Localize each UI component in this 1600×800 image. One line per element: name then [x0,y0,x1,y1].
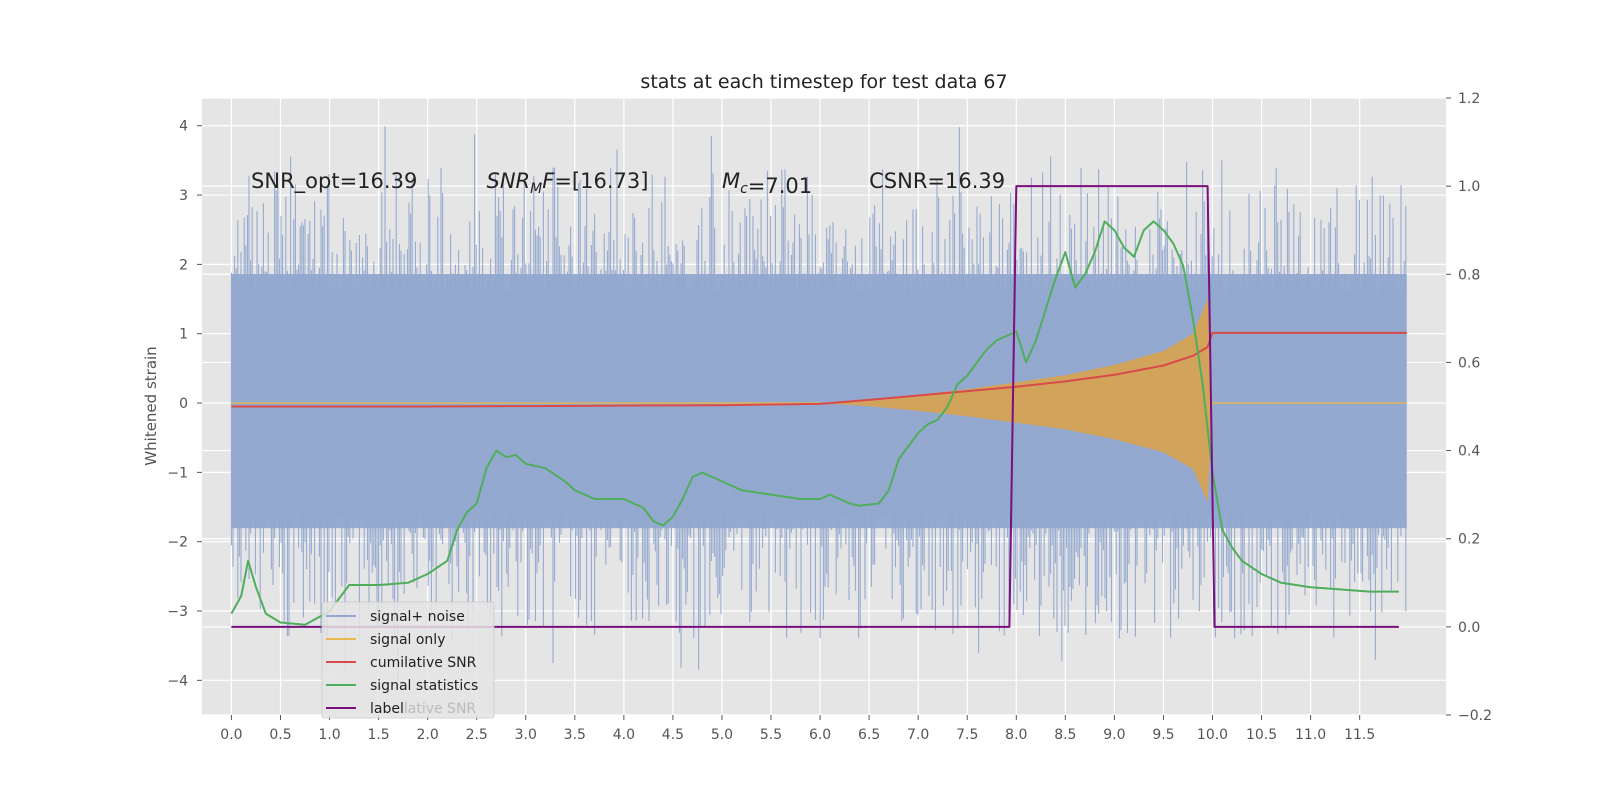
y-tick-label: 2 [179,257,188,273]
x-tick-label: 11.0 [1295,727,1326,743]
x-tick-label: 9.5 [1152,727,1174,743]
y-axis-label: Whitened strain [142,346,160,465]
y-tick-label: −4 [167,673,188,689]
annotations: SNR_opt=16.39 SNRMF=[16.73] Mc=7.01 CSNR=16… [251,169,1005,198]
y2-tick-label: 1.0 [1458,179,1480,195]
signal-only-envelope [820,299,1213,502]
chart-title: stats at each timestep for test data 67 [640,71,1007,93]
y-tick-label: −2 [167,535,188,551]
y2-tick-label: −0.2 [1458,708,1492,724]
y-tick-label: −1 [167,465,188,481]
x-tick-label: 7.0 [907,727,929,743]
legend-label: labellative SNR [370,701,476,717]
x-tick-label: 8.5 [1054,727,1076,743]
y-tick-label: −3 [167,604,188,620]
x-tick-label: 0.0 [220,727,242,743]
x-tick-label: 3.5 [564,727,586,743]
right-axis-series [230,185,1407,628]
x-tick-label: 11.5 [1344,727,1375,743]
annotation-4: CSNR=16.39 [869,169,1005,193]
x-tick-label: 5.0 [711,727,733,743]
legend-label: cumilative SNR [370,655,477,671]
legend-label: signal only [370,632,445,648]
cumilative-snr-line [231,331,1407,408]
label-line [231,185,1399,628]
x-tick-label: 1.5 [367,727,389,743]
x-tick-label: 4.5 [662,727,684,743]
x-tick-label: 3.0 [515,727,537,743]
x-tick-label: 8.0 [1005,727,1027,743]
y2-tick-label: 0.2 [1458,532,1480,548]
y2-tick-label: 0.6 [1458,355,1480,371]
y2-tick-label: 0.8 [1458,267,1480,283]
legend-box [321,601,495,719]
y2-tick-label: 0.0 [1458,620,1480,636]
x-tick-label: 0.5 [269,727,291,743]
y2-tick-label: 0.4 [1458,444,1480,460]
signal-only-series [231,299,1407,502]
y2-tick-label: 1.2 [1458,91,1480,107]
legend-label: signal statistics [370,678,478,694]
x-tick-label: 4.0 [613,727,635,743]
annotation-1: SNR_opt=16.39 [251,169,417,194]
y-tick-label: 4 [179,119,188,135]
x-tick-label: 2.5 [466,727,488,743]
legend: signal+ noise signal only cumilative SNR si… [321,601,495,719]
x-tick-label: 5.5 [760,727,782,743]
x-tick-label: 9.0 [1103,727,1125,743]
annotation-3: Mc=7.01 [722,169,812,198]
y-tick-label: 3 [179,188,188,204]
x-tick-label: 6.0 [809,727,831,743]
signal-statistics-line [230,220,1399,626]
annotation-2: SNRMF=[16.73] [487,169,649,197]
x-tick-label: 2.0 [417,727,439,743]
y-tick-label: 1 [179,327,188,343]
x-tick-label: 1.0 [318,727,340,743]
x-tick-label: 7.5 [956,727,978,743]
x-tick-label: 10.5 [1246,727,1277,743]
y-tick-label: 0 [179,396,188,412]
x-tick-label: 6.5 [858,727,880,743]
axes: 0.0 0.5 1.0 1.5 2.0 2.5 3.0 3.5 4.0 4.5 5.0 5.5 6.0 6… [167,91,1492,743]
legend-label: signal+ noise [370,609,465,625]
x-tick-label: 10.0 [1197,727,1228,743]
